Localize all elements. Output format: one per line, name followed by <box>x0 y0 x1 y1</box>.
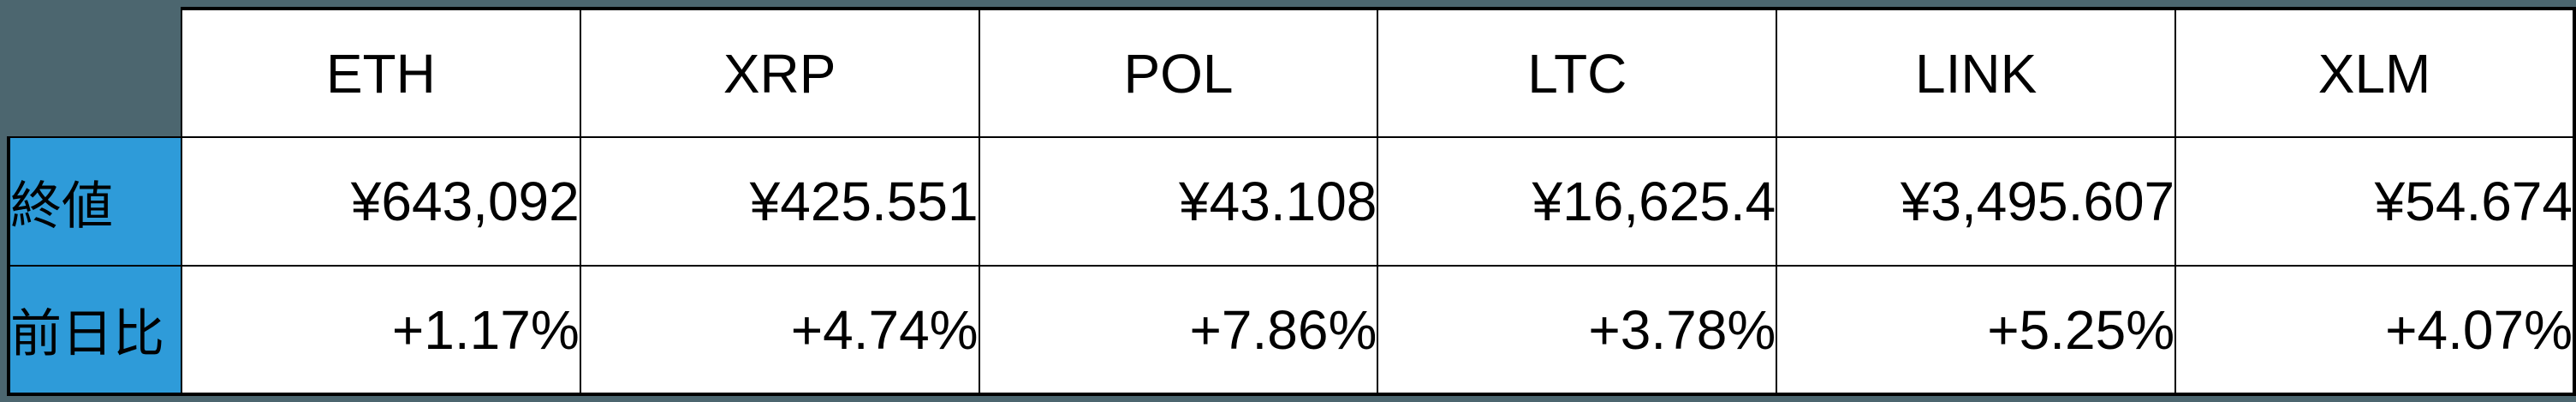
closing-price-pol: ¥43.108 <box>978 136 1379 267</box>
daily-change-xrp: +4.74% <box>579 265 980 396</box>
column-header-xrp: XRP <box>579 7 980 138</box>
row-label-daily-change: 前日比 <box>7 265 182 396</box>
daily-change-ltc: +3.78% <box>1377 265 1778 396</box>
closing-price-ltc: ¥16,625.4 <box>1377 136 1778 267</box>
daily-change-xlm: +4.07% <box>2174 265 2576 396</box>
closing-price-link: ¥3,495.607 <box>1776 136 2177 267</box>
row-label-closing-price: 終値 <box>7 136 182 267</box>
daily-change-pol: +7.86% <box>978 265 1379 396</box>
closing-price-row: 終値 ¥643,092 ¥425.551 ¥43.108 ¥16,625.4 ¥… <box>7 136 2576 267</box>
closing-price-xrp: ¥425.551 <box>579 136 980 267</box>
closing-price-eth: ¥643,092 <box>180 136 581 267</box>
daily-change-link: +5.25% <box>1776 265 2177 396</box>
header-row: ETH XRP POL LTC LINK XLM <box>9 7 2576 138</box>
column-header-eth: ETH <box>180 7 581 138</box>
crypto-price-table: ETH XRP POL LTC LINK XLM 終値 ¥643,092 ¥42… <box>7 7 2576 396</box>
corner-cell <box>9 9 181 137</box>
column-header-link: LINK <box>1776 7 2177 138</box>
closing-price-xlm: ¥54.674 <box>2174 136 2576 267</box>
daily-change-eth: +1.17% <box>180 265 581 396</box>
column-header-ltc: LTC <box>1377 7 1778 138</box>
daily-change-row: 前日比 +1.17% +4.74% +7.86% +3.78% +5.25% +… <box>7 265 2576 396</box>
column-header-xlm: XLM <box>2174 7 2576 138</box>
column-header-pol: POL <box>978 7 1379 138</box>
